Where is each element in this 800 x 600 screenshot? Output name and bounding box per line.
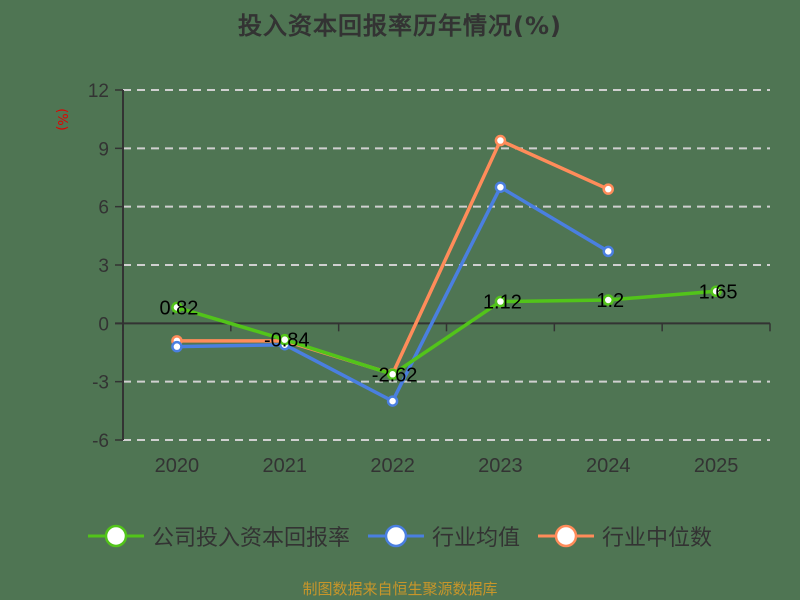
y-tick-label: 3 xyxy=(98,256,109,277)
y-tick-label: -6 xyxy=(92,431,109,452)
data-point[interactable] xyxy=(602,294,614,306)
chart-title: 投入资本回报率历年情况(%) xyxy=(238,12,562,40)
data-label: 0.82 xyxy=(159,297,198,319)
data-point[interactable] xyxy=(279,333,291,346)
legend: 公司投入资本回报率 行业均值 行业中位数 xyxy=(0,520,800,552)
y-tick-label: 9 xyxy=(98,139,109,160)
data-labels: 0.82 -0.84 -2.62 1.12 1.2 1.65 xyxy=(159,281,737,386)
data-point[interactable] xyxy=(602,183,614,195)
data-label: -2.62 xyxy=(372,364,418,386)
data-point[interactable] xyxy=(710,285,722,297)
data-point[interactable] xyxy=(171,301,183,314)
data-point[interactable] xyxy=(494,134,507,147)
data-point[interactable] xyxy=(494,181,507,193)
legend-label: 行业中位数 xyxy=(602,526,713,551)
legend-marker-icon xyxy=(538,524,594,548)
x-tick-label: 2021 xyxy=(263,455,308,477)
x-tick-label: 2025 xyxy=(694,455,739,477)
data-label: 1.2 xyxy=(596,290,624,312)
data-point[interactable] xyxy=(602,245,614,258)
data-source-note: 制图数据来自恒生聚源数据库 xyxy=(302,580,498,598)
legend-marker-icon xyxy=(367,524,424,548)
legend-marker-icon xyxy=(87,524,144,548)
legend-item-industry-median[interactable]: 行业中位数 xyxy=(538,520,712,552)
x-tick-label: 2024 xyxy=(586,455,631,477)
x-tick-label: 2023 xyxy=(478,455,523,477)
x-tick-label: 2020 xyxy=(155,455,200,477)
series-line xyxy=(176,289,717,377)
legend-item-company[interactable]: 公司投入资本回报率 xyxy=(87,520,350,552)
y-tick-label: 6 xyxy=(98,198,109,219)
data-label: 1.12 xyxy=(483,292,522,314)
data-point[interactable] xyxy=(494,295,507,308)
data-point[interactable] xyxy=(386,395,399,407)
legend-label: 行业均值 xyxy=(431,526,520,551)
data-label: 1.65 xyxy=(699,281,738,303)
series-lines xyxy=(171,134,722,407)
data-point[interactable] xyxy=(171,340,183,353)
y-tick-label: 12 xyxy=(88,81,109,102)
y-tick-label: -3 xyxy=(92,373,109,394)
series-line xyxy=(176,138,609,376)
data-label: -0.84 xyxy=(264,330,310,352)
grid-lines xyxy=(123,89,770,441)
x-tick-label: 2022 xyxy=(370,455,415,477)
legend-item-industry-avg[interactable]: 行业均值 xyxy=(367,520,520,552)
y-tick-label: 0 xyxy=(98,314,109,335)
data-point[interactable] xyxy=(386,368,399,381)
legend-label: 公司投入资本回报率 xyxy=(151,526,350,551)
axes: 12 9 6 3 0 -3 -6 2020 2021 2022 2023 2024 2025 xyxy=(88,81,771,477)
